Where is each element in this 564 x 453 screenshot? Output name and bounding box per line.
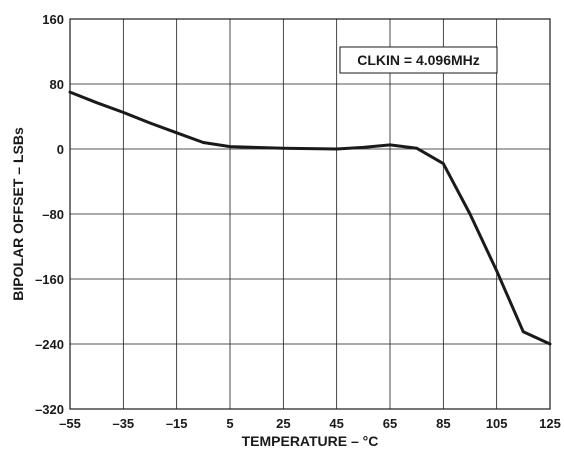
x-tick-label: 65: [383, 416, 397, 431]
x-tick-label: 125: [539, 416, 561, 431]
y-tick-labels: –320 –240 –160 –80 0 80 160: [35, 12, 64, 417]
x-tick-label: –55: [59, 416, 81, 431]
x-tick-label: 5: [226, 416, 233, 431]
x-tick-label: –35: [112, 416, 134, 431]
y-tick-label: –240: [35, 337, 64, 352]
series-group: [70, 92, 550, 344]
x-tick-label: 45: [329, 416, 343, 431]
x-tick-labels: –55 –35 –15 5 25 45 65 85 105 125: [59, 416, 561, 431]
y-tick-label: 80: [50, 77, 64, 92]
x-tick-label: –15: [166, 416, 188, 431]
x-tick-label: 25: [276, 416, 290, 431]
y-tick-label: 160: [42, 12, 64, 27]
series-line: [70, 92, 550, 344]
y-tick-label: –160: [35, 272, 64, 287]
x-tick-label: 105: [486, 416, 508, 431]
y-tick-label: –320: [35, 402, 64, 417]
y-tick-label: 0: [57, 142, 64, 157]
annotation: CLKIN = 4.096MHz: [357, 52, 480, 68]
x-axis-label: TEMPERATURE – °C: [242, 433, 379, 449]
x-tick-label: 85: [436, 416, 450, 431]
y-tick-label: –80: [42, 207, 64, 222]
grid: [70, 19, 550, 409]
y-axis-label: BIPOLAR OFFSET – LSBs: [10, 127, 26, 301]
